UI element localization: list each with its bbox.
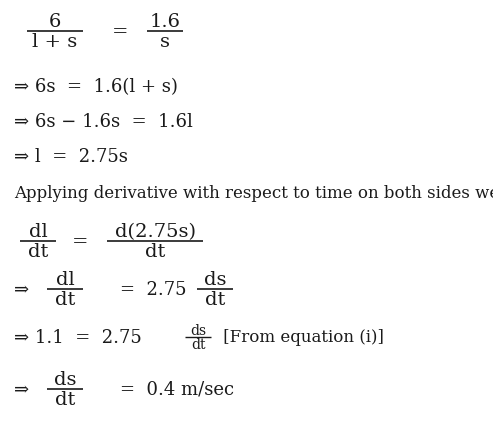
Text: 6: 6: [49, 13, 61, 31]
Text: ds: ds: [204, 270, 226, 288]
Text: 1.6: 1.6: [149, 13, 180, 31]
Text: ⇒ 1.1  =  2.75: ⇒ 1.1 = 2.75: [14, 328, 142, 346]
Text: Applying derivative with respect to time on both sides we get,: Applying derivative with respect to time…: [14, 185, 493, 202]
Text: =  2.75: = 2.75: [120, 280, 186, 298]
Text: dl: dl: [29, 222, 47, 240]
Text: ⇒ l  =  2.75s: ⇒ l = 2.75s: [14, 148, 128, 166]
Text: =: =: [72, 233, 88, 250]
Text: ds: ds: [54, 370, 76, 388]
Text: =: =: [112, 23, 128, 41]
Text: s: s: [160, 33, 170, 51]
Text: dl: dl: [56, 270, 74, 288]
Text: dt: dt: [205, 291, 225, 308]
Text: ⇒: ⇒: [14, 280, 29, 298]
Text: dt: dt: [55, 291, 75, 308]
Text: dt: dt: [191, 338, 205, 351]
Text: d(2.75s): d(2.75s): [114, 222, 196, 240]
Text: ⇒ 6s − 1.6s  =  1.6l: ⇒ 6s − 1.6s = 1.6l: [14, 113, 193, 131]
Text: dt: dt: [55, 390, 75, 408]
Text: dt: dt: [145, 242, 165, 261]
Text: [From equation (i)]: [From equation (i)]: [218, 329, 384, 345]
Text: =  0.4 m/sec: = 0.4 m/sec: [120, 380, 234, 398]
Text: dt: dt: [28, 242, 48, 261]
Text: ds: ds: [190, 323, 206, 337]
Text: ⇒: ⇒: [14, 380, 29, 398]
Text: ⇒ 6s  =  1.6(l + s): ⇒ 6s = 1.6(l + s): [14, 78, 178, 96]
Text: l + s: l + s: [33, 33, 77, 51]
